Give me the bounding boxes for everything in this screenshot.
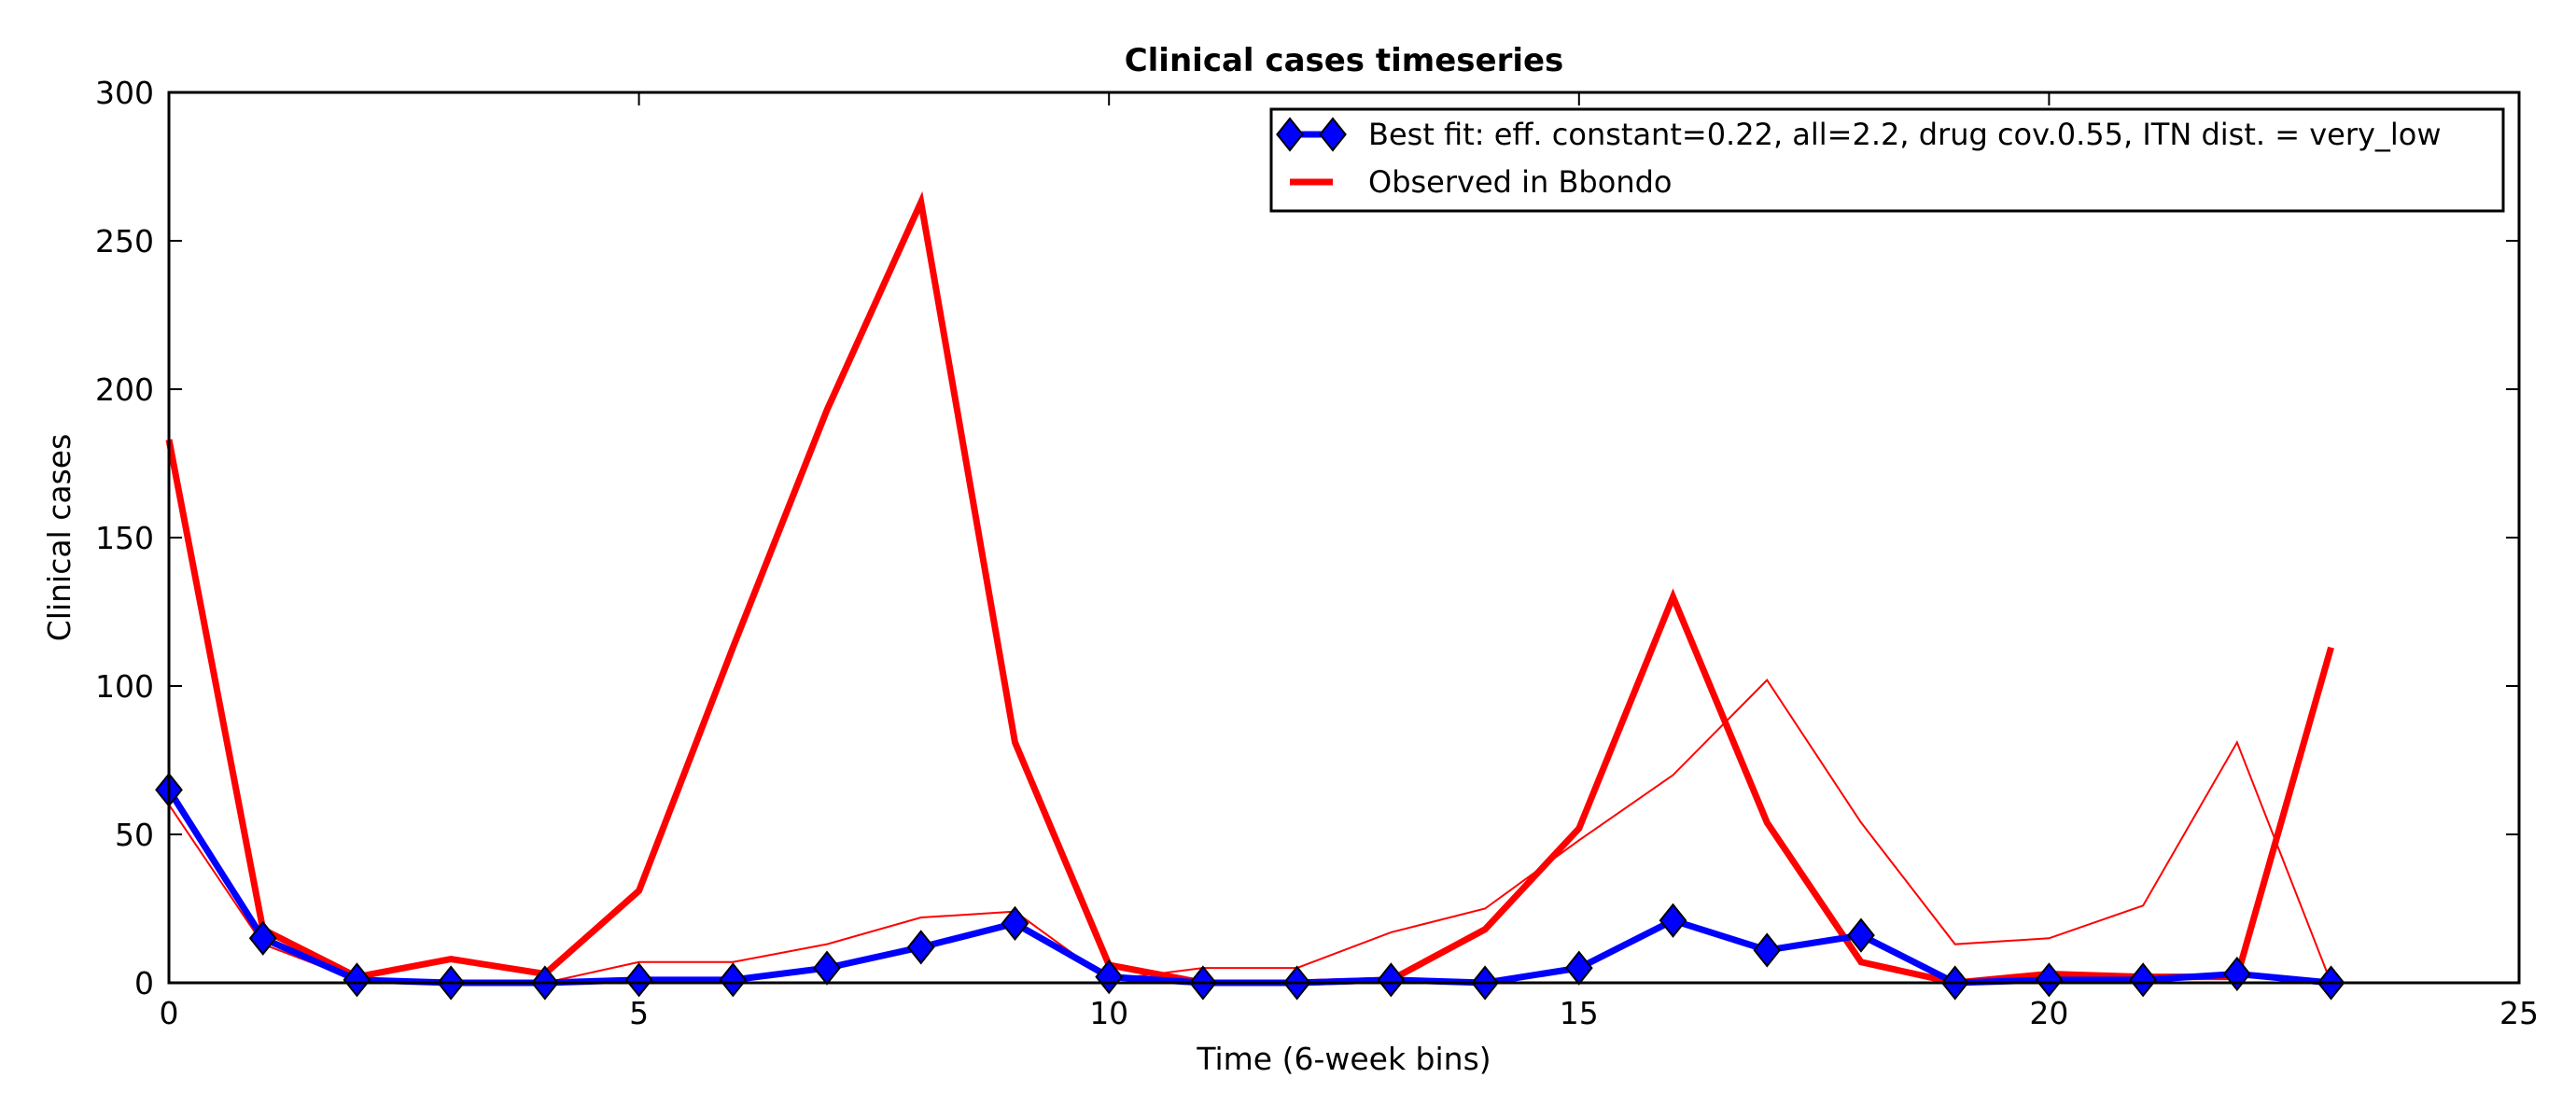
x-tick-label: 15 <box>1560 995 1599 1031</box>
legend-label: Observed in Bbondo <box>1368 164 1672 200</box>
y-tick-label: 150 <box>95 520 154 556</box>
chart-title: Clinical cases timeseries <box>1125 42 1564 79</box>
data-point <box>1659 903 1687 938</box>
legend-marker <box>1276 117 1304 152</box>
data-point <box>1847 917 1875 953</box>
y-tick-label: 50 <box>115 817 154 853</box>
x-tick-label: 20 <box>2029 995 2068 1031</box>
x-tick-label: 0 <box>160 995 179 1031</box>
data-point <box>1095 959 1124 995</box>
legend-box <box>1269 107 2505 213</box>
x-tick-label: 10 <box>1089 995 1128 1031</box>
data-point <box>248 920 277 956</box>
data-point <box>719 962 748 998</box>
y-tick-label: 250 <box>95 223 154 259</box>
data-point <box>624 962 653 998</box>
x-tick-label: 25 <box>2499 995 2539 1031</box>
plot-frame <box>167 91 2521 985</box>
data-point <box>343 962 371 998</box>
data-point <box>2129 962 2158 998</box>
y-tick-label: 300 <box>95 75 154 111</box>
data-point <box>906 930 935 965</box>
legend-label: Best fit: eff. constant=0.22, all=2.2, d… <box>1368 117 2442 152</box>
y-tick-label: 100 <box>95 668 154 705</box>
y-axis-label: Clinical cases <box>41 434 77 642</box>
data-point <box>2035 962 2064 998</box>
legend-entries: Best fit: eff. constant=0.22, all=2.2, d… <box>1276 117 2442 200</box>
x-axis-label: Time (6-week bins) <box>1196 1041 1491 1077</box>
data-point <box>1377 962 1406 998</box>
y-tick-label: 0 <box>134 965 154 1001</box>
data-point <box>1753 932 1782 968</box>
x-tick-label: 5 <box>629 995 649 1031</box>
legend: Best fit: eff. constant=0.22, all=2.2, d… <box>1269 107 2505 213</box>
legend-marker <box>1319 117 1347 152</box>
y-tick-label: 200 <box>95 371 154 408</box>
data-point <box>1001 905 1029 942</box>
